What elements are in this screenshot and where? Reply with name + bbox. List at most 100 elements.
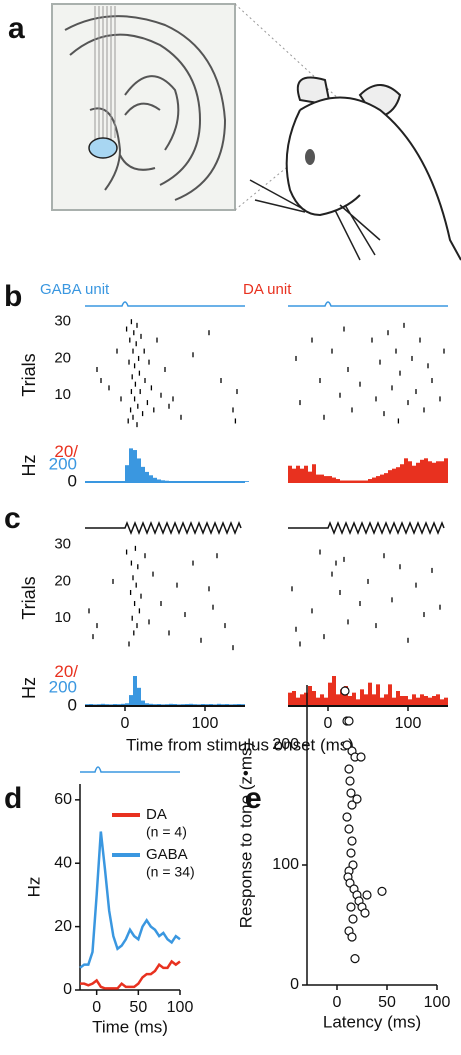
bar — [125, 465, 129, 482]
bar — [149, 703, 153, 706]
panel-label: b — [4, 280, 22, 313]
bar — [133, 676, 137, 706]
bar — [157, 479, 161, 482]
bar — [292, 691, 296, 706]
point — [348, 914, 358, 924]
bar — [296, 465, 300, 482]
panel-label: d — [4, 782, 22, 815]
bar — [296, 697, 300, 706]
bar — [424, 458, 428, 482]
bar — [328, 682, 332, 706]
point — [346, 902, 356, 912]
bar — [137, 687, 141, 706]
x-tick-label: 0 — [121, 715, 130, 732]
bar — [372, 694, 376, 706]
bar — [440, 699, 444, 706]
y-tick-label: 40 — [54, 854, 72, 871]
y-tick-label: 10 — [54, 386, 71, 403]
y-tick-label: 60 — [54, 791, 72, 808]
bar — [400, 464, 404, 482]
point — [345, 776, 355, 786]
bar — [145, 471, 149, 482]
point — [360, 908, 370, 918]
bar — [428, 697, 432, 706]
bar — [400, 696, 404, 706]
bar — [336, 694, 340, 706]
series-line — [80, 959, 181, 990]
y-tick-label: 30 — [54, 536, 71, 553]
series-line — [79, 831, 181, 969]
bar — [368, 479, 372, 482]
y-tick-label: 20/ — [54, 442, 78, 461]
y-tick-label: 0 — [290, 976, 299, 993]
bar — [436, 694, 440, 706]
y-axis-label: Hz — [24, 877, 43, 898]
bar — [416, 697, 420, 706]
y-axis-label: Trials — [19, 576, 39, 619]
legend-note: (n = 34) — [146, 864, 195, 880]
bar — [356, 699, 360, 706]
y-tick-label: 200 — [49, 455, 77, 474]
bar — [376, 476, 380, 482]
unit-title: GABA unit — [40, 281, 110, 298]
bar — [424, 696, 428, 706]
bar — [432, 696, 436, 706]
y-tick-label: 10 — [54, 609, 71, 626]
bar — [340, 689, 344, 706]
y-tick-label: 100 — [272, 856, 299, 873]
point — [347, 800, 357, 810]
bar — [432, 462, 436, 482]
y-tick-label: 20 — [54, 918, 72, 935]
bar — [308, 471, 312, 482]
legend-label: GABA — [146, 846, 188, 863]
point — [344, 824, 354, 834]
x-tick-label: 0 — [333, 994, 342, 1011]
x-tick-label: 100 — [395, 715, 422, 732]
bar — [336, 479, 340, 482]
y-tick-label: 30 — [54, 313, 71, 330]
bar — [292, 468, 296, 482]
bar — [304, 465, 308, 482]
y-tick-label: 20 — [54, 572, 71, 589]
bar — [125, 703, 129, 706]
x-axis-label: Time (ms) — [92, 1017, 168, 1036]
point — [342, 812, 352, 822]
bar — [436, 461, 440, 482]
bar — [388, 470, 392, 482]
y-tick-label: 0 — [68, 695, 77, 714]
bar — [217, 703, 221, 706]
bar — [440, 461, 444, 482]
bar — [384, 473, 388, 482]
bar — [312, 691, 316, 706]
bar — [316, 697, 320, 706]
bar — [129, 448, 133, 482]
bar — [288, 465, 292, 482]
x-axis-label: Time from stimulus onset (ms) — [126, 735, 354, 754]
point — [362, 890, 372, 900]
bar — [392, 697, 396, 706]
point — [347, 932, 357, 942]
point — [377, 886, 387, 897]
bar — [145, 703, 149, 706]
panel-label: a — [8, 12, 25, 45]
y-tick-label: 20/ — [54, 662, 78, 681]
bar — [384, 694, 388, 706]
bar — [133, 450, 137, 482]
point — [352, 794, 362, 804]
bar — [304, 692, 308, 706]
panel-label: c — [4, 502, 21, 535]
bar — [101, 703, 105, 706]
x-tick-label: 50 — [378, 994, 396, 1011]
x-tick-label: 100 — [424, 994, 451, 1011]
bar — [352, 692, 356, 706]
y-axis-label: Response to tone (z•ms) — [236, 742, 255, 928]
point — [347, 836, 357, 846]
bar — [324, 697, 328, 706]
bar — [368, 682, 372, 706]
y-axis-label: Hz — [19, 455, 39, 477]
legend-note: (n = 4) — [146, 824, 187, 840]
bar — [408, 461, 412, 482]
bar — [149, 475, 153, 482]
y-axis-label: Trials — [19, 353, 39, 396]
